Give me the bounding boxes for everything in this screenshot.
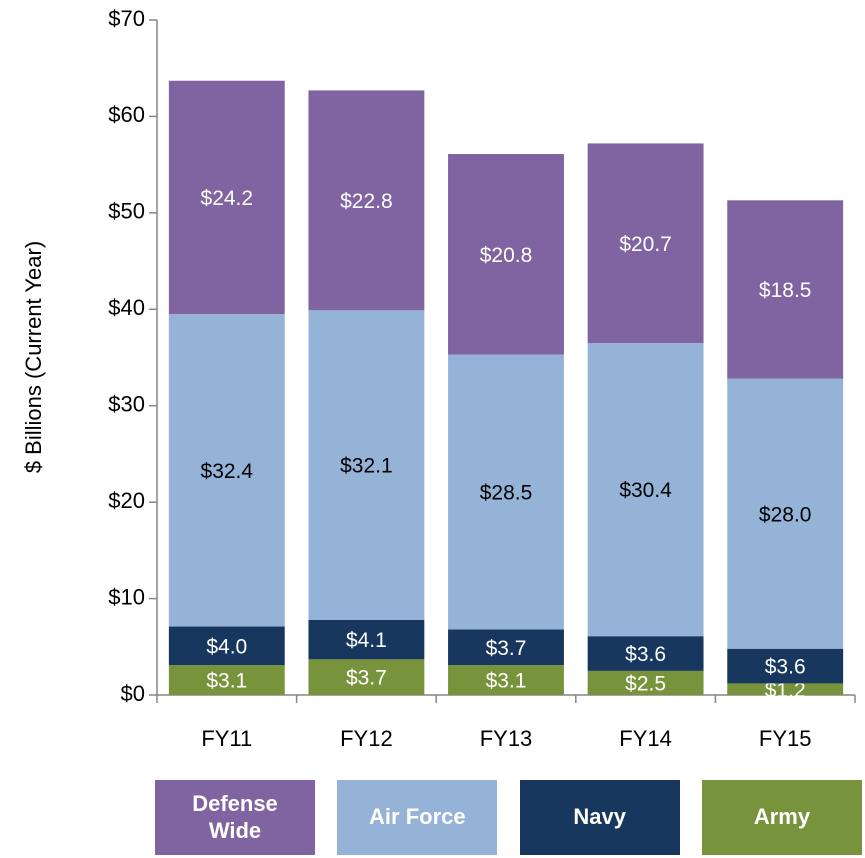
bar-segment bbox=[587, 343, 704, 637]
bar-segment bbox=[587, 143, 704, 344]
data-label: $3.1 bbox=[486, 670, 527, 693]
chart: $ Billions (Current Year) $0 $10 $20 $30 $40… bbox=[21, 6, 856, 751]
y-tick-label: $30 bbox=[108, 392, 145, 417]
bar-segment bbox=[727, 648, 844, 684]
data-label: $30.4 bbox=[619, 479, 672, 502]
bar-segment bbox=[168, 626, 285, 666]
data-label: $22.8 bbox=[340, 190, 393, 213]
data-label: $3.7 bbox=[486, 637, 527, 660]
legend-item: Air Force bbox=[337, 780, 498, 855]
x-tick-label: FY12 bbox=[340, 726, 393, 751]
bar-segment bbox=[448, 354, 564, 630]
x-tick-label: FY13 bbox=[480, 726, 533, 751]
y-tick-label: $10 bbox=[108, 584, 145, 609]
data-label: $18.5 bbox=[759, 279, 812, 302]
bar-segment bbox=[727, 378, 844, 649]
data-label: $28.5 bbox=[480, 482, 533, 505]
x-tick-label: FY11 bbox=[201, 726, 252, 751]
y-tick-label: $20 bbox=[108, 488, 145, 513]
bar-segment bbox=[308, 619, 425, 660]
bar-segment bbox=[308, 90, 425, 311]
data-label: $24.2 bbox=[201, 187, 254, 210]
y-tick-label: $0 bbox=[121, 681, 145, 706]
x-tick-label: FY15 bbox=[759, 726, 812, 751]
data-label: $3.1 bbox=[206, 670, 247, 693]
data-label: $32.4 bbox=[201, 460, 254, 483]
bar-segment bbox=[168, 314, 285, 627]
y-axis-label: $ Billions (Current Year) bbox=[21, 241, 46, 473]
data-label: $20.7 bbox=[619, 233, 672, 256]
y-tick-label: $60 bbox=[108, 102, 145, 127]
bar-segment bbox=[727, 200, 844, 379]
x-tick-label: FY14 bbox=[619, 726, 672, 751]
data-label: $1.2 bbox=[765, 679, 806, 702]
data-label: $2.5 bbox=[625, 672, 666, 695]
bar-segment bbox=[448, 665, 564, 695]
bar-segment bbox=[168, 80, 285, 315]
bar-segment bbox=[308, 310, 425, 620]
y-tick-label: $40 bbox=[108, 295, 145, 320]
y-tick-label: $70 bbox=[108, 6, 145, 31]
legend-item: Army bbox=[701, 780, 862, 855]
data-label: $3.7 bbox=[346, 667, 387, 690]
legend-item: Navy bbox=[519, 780, 680, 855]
data-label: $4.1 bbox=[346, 629, 387, 652]
bar-segment bbox=[448, 629, 564, 666]
data-label: $3.6 bbox=[625, 643, 666, 666]
bar-segment bbox=[168, 665, 285, 695]
legend-item: Defense Wide bbox=[155, 780, 315, 855]
bar-segment bbox=[587, 670, 704, 695]
data-label: $28.0 bbox=[759, 503, 812, 526]
data-label: $4.0 bbox=[206, 635, 247, 658]
data-label: $20.8 bbox=[480, 244, 533, 267]
legend: Defense Wide Air Force Navy Army bbox=[155, 780, 862, 855]
bar-segment bbox=[308, 659, 425, 695]
bar-segment bbox=[727, 683, 844, 695]
bar-segment bbox=[448, 154, 564, 355]
data-label: $3.6 bbox=[765, 656, 806, 679]
y-tick-label: $50 bbox=[108, 199, 145, 224]
bar-segment bbox=[587, 636, 704, 671]
data-label: $32.1 bbox=[340, 455, 393, 478]
